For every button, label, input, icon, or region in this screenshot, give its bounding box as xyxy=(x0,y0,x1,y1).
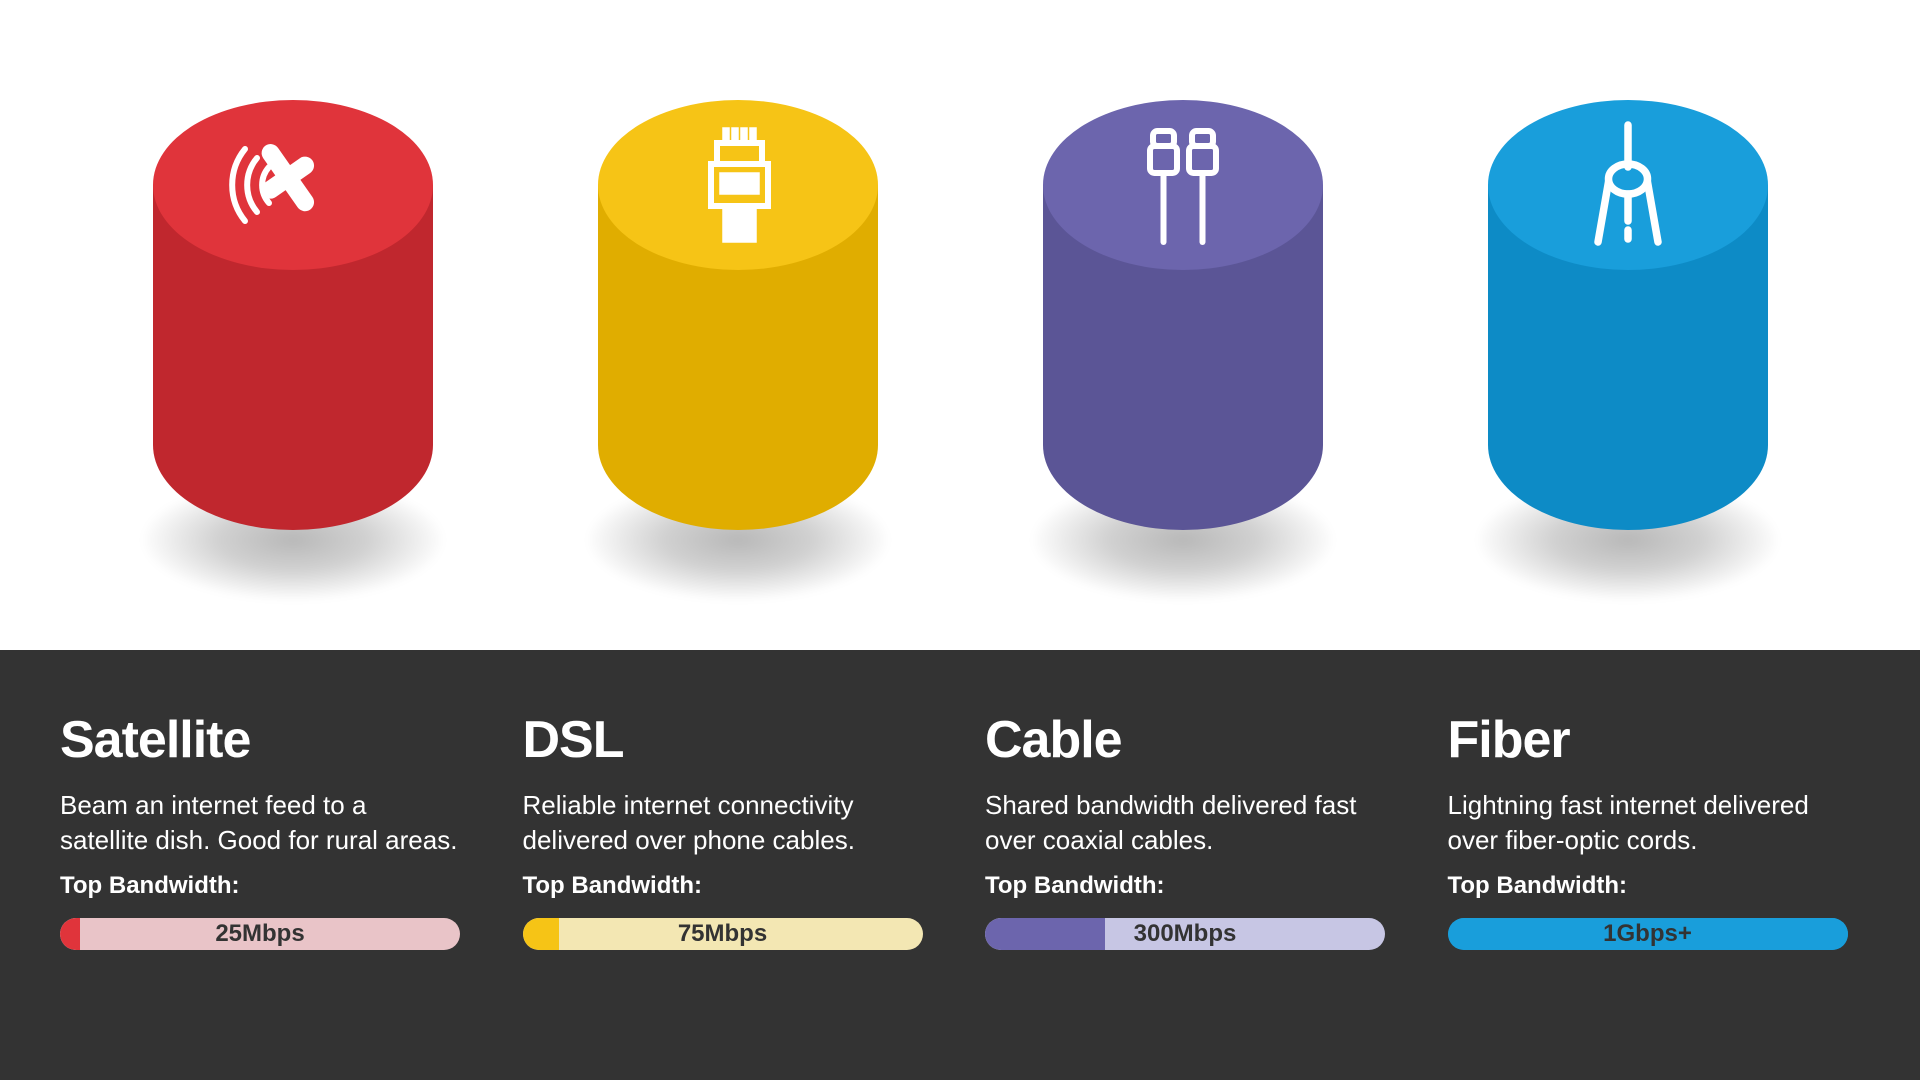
infographic-stage: Satellite Beam an internet feed to a sat… xyxy=(0,0,1920,1080)
cylinders-row xyxy=(0,0,1920,640)
cylinder-dsl xyxy=(568,100,908,580)
card-satellite: Satellite Beam an internet feed to a sat… xyxy=(60,710,493,1020)
cylinder-top xyxy=(1488,100,1768,270)
cylinder-top xyxy=(598,100,878,270)
cylinder-satellite xyxy=(123,100,463,580)
bandwidth-value: 75Mbps xyxy=(523,918,923,950)
bandwidth-bar: 300Mbps xyxy=(985,918,1385,950)
card-dsl: DSL Reliable internet connectivity deliv… xyxy=(523,710,956,1020)
card-title: Satellite xyxy=(60,710,493,770)
card-cable: Cable Shared bandwidth delivered fast ov… xyxy=(985,710,1418,1020)
cable-icon xyxy=(1108,110,1258,260)
bandwidth-bar: 25Mbps xyxy=(60,918,460,950)
card-title: DSL xyxy=(523,710,956,770)
bandwidth-label: Top Bandwidth: xyxy=(1448,872,1881,900)
card-description: Shared bandwidth delivered fast over coa… xyxy=(985,788,1385,858)
card-description: Reliable internet connectivity delivered… xyxy=(523,788,923,858)
dsl-icon xyxy=(663,110,813,260)
bandwidth-bar: 1Gbps+ xyxy=(1448,918,1848,950)
info-panel: Satellite Beam an internet feed to a sat… xyxy=(0,650,1920,1080)
bandwidth-label: Top Bandwidth: xyxy=(985,872,1418,900)
card-title: Cable xyxy=(985,710,1418,770)
fiber-icon xyxy=(1553,110,1703,260)
card-fiber: Fiber Lightning fast internet delivered … xyxy=(1448,710,1881,1020)
cylinder-top xyxy=(1043,100,1323,270)
satellite-icon xyxy=(218,110,368,260)
card-description: Lightning fast internet delivered over f… xyxy=(1448,788,1848,858)
bandwidth-label: Top Bandwidth: xyxy=(523,872,956,900)
bandwidth-bar: 75Mbps xyxy=(523,918,923,950)
cylinder-fiber xyxy=(1458,100,1798,580)
cylinder-cable xyxy=(1013,100,1353,580)
bandwidth-label: Top Bandwidth: xyxy=(60,872,493,900)
bandwidth-value: 25Mbps xyxy=(60,918,460,950)
bandwidth-value: 300Mbps xyxy=(985,918,1385,950)
cylinder-top xyxy=(153,100,433,270)
card-title: Fiber xyxy=(1448,710,1881,770)
bandwidth-value: 1Gbps+ xyxy=(1448,918,1848,950)
card-description: Beam an internet feed to a satellite dis… xyxy=(60,788,460,858)
